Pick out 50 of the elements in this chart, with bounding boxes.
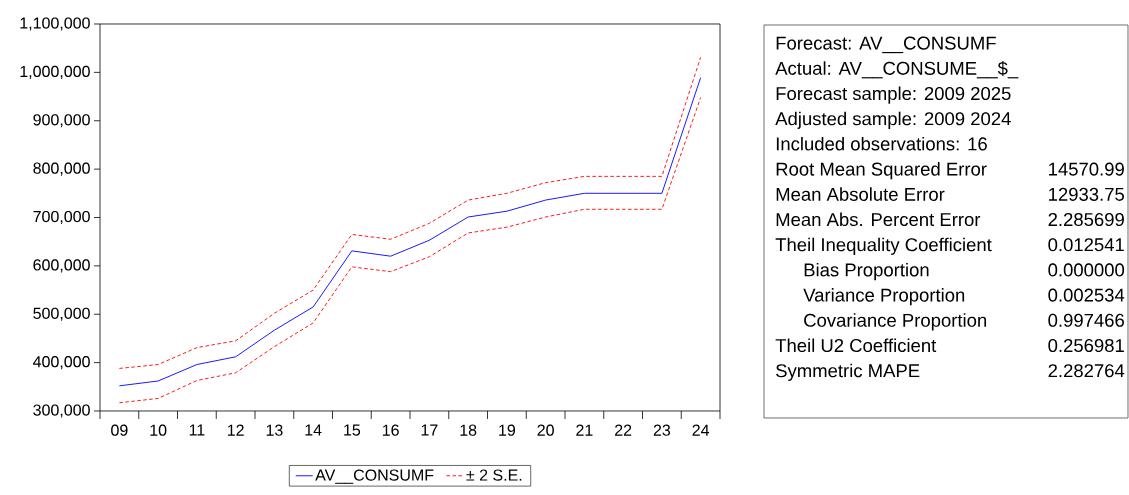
x-tick-label: 16 (382, 424, 399, 436)
x-tick-label: 23 (653, 424, 671, 436)
x-tick-label: 15 (344, 424, 361, 436)
x-tick-label: 10 (150, 424, 167, 436)
text: Root Mean Squared Error (776, 162, 987, 180)
x-tick-label: 12 (227, 424, 244, 436)
x-tick-label: 09 (111, 424, 128, 436)
x-tick-label: 21 (576, 424, 593, 436)
x-tick-label: 17 (421, 424, 438, 436)
text: 0.000000 (1048, 263, 1125, 277)
y-tick-label: 1,000,000 (20, 65, 90, 79)
x-tick-label: 22 (615, 424, 632, 436)
x-tick-label: 11 (189, 424, 205, 436)
y-tick-label: 700,000 (33, 210, 90, 225)
x-tick-label: 18 (460, 424, 477, 436)
text: 0.012541 (1048, 238, 1124, 252)
legend-label: ± 2 S.E. (466, 469, 522, 481)
x-tick-label: 20 (537, 424, 554, 436)
y-tick-label: 300,000 (33, 404, 90, 418)
text: Variance Proportion (803, 288, 965, 306)
text: 14570.99 (1049, 162, 1124, 176)
text: Actual: AV__CONSUME__$_ (775, 61, 1019, 79)
y-tick-label: 1,100,000 (20, 17, 90, 31)
y-tick-label: 800,000 (33, 162, 90, 176)
text: Covariance Proportion (804, 313, 987, 331)
text: Forecast sample: 2009 2025 (776, 86, 1011, 104)
x-tick-label: 14 (305, 424, 322, 436)
text: Theil Inequality Coefficient (775, 237, 992, 255)
y-tick-label: 400,000 (33, 356, 90, 370)
legend-label: AV__CONSUMF (315, 469, 434, 484)
x-tick-label: 24 (692, 424, 710, 436)
text: Bias Proportion (804, 262, 929, 281)
text: 2.282764 (1048, 364, 1125, 378)
text: Symmetric MAPE (776, 363, 920, 381)
text: Theil U2 Coefficient (775, 338, 937, 353)
text: Mean Abs. Percent Error (776, 212, 981, 227)
text: Adjusted sample: 2009 2024 (775, 111, 1011, 129)
x-tick-label: 13 (266, 424, 283, 436)
text: Forecast: AV__CONSUMF (776, 36, 996, 54)
y-tick-label: 900,000 (33, 114, 90, 128)
text: Included observations: 16 (776, 136, 987, 151)
text: 2.285699 (1048, 212, 1124, 227)
text: 0.256981 (1048, 338, 1124, 353)
text: Mean Absolute Error (776, 187, 945, 201)
y-tick-label: 600,000 (33, 259, 90, 273)
text: 0.002534 (1048, 288, 1125, 302)
y-tick-label: 500,000 (33, 307, 90, 321)
text: 0.997466 (1048, 313, 1124, 327)
x-tick-label: 19 (499, 424, 516, 436)
text: 12933.75 (1049, 187, 1125, 201)
